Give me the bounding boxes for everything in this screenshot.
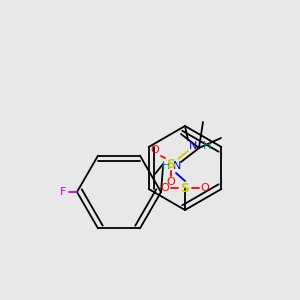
Text: N: N (173, 161, 181, 171)
Text: S: S (181, 182, 190, 194)
Text: H: H (162, 161, 170, 171)
Text: O: O (167, 177, 176, 187)
Text: O: O (160, 183, 169, 193)
Text: N: N (189, 141, 197, 151)
Text: F: F (60, 187, 66, 197)
Text: S: S (167, 158, 176, 170)
Text: O: O (201, 183, 209, 193)
Text: H: H (203, 141, 211, 151)
Text: O: O (151, 145, 159, 155)
